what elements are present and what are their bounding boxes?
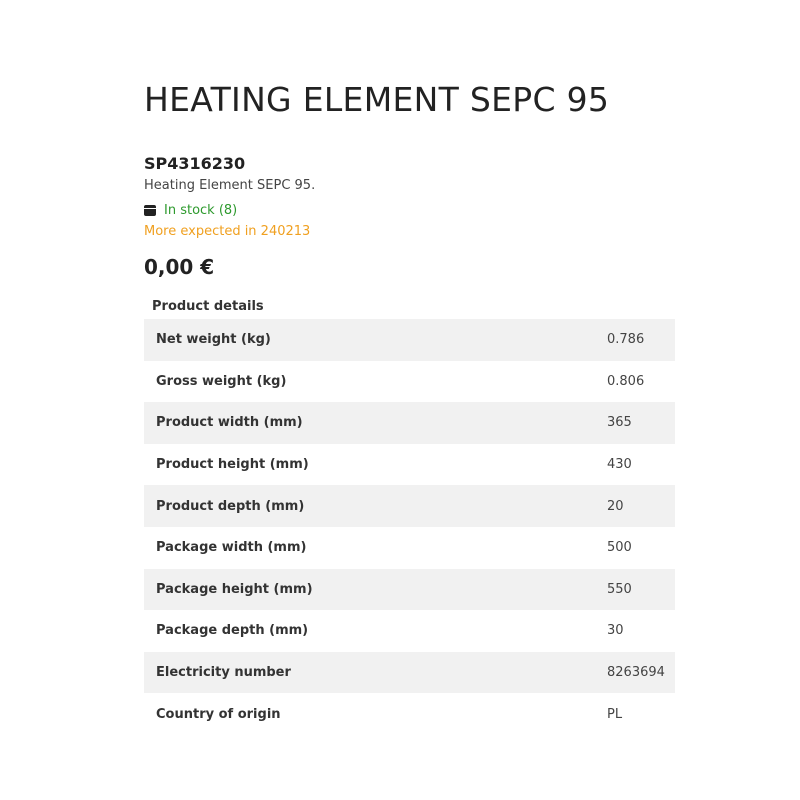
row-label: Gross weight (kg) <box>156 373 287 389</box>
stock-status: In stock (8) <box>144 203 237 218</box>
table-row: Gross weight (kg) 0.806 <box>144 361 675 403</box>
row-label: Net weight (kg) <box>156 332 271 348</box>
row-value: 20 <box>607 498 624 514</box>
row-label: Package depth (mm) <box>156 623 309 639</box>
row-value: 430 <box>607 457 632 473</box>
table-row: Product width (mm) 365 <box>144 402 675 444</box>
row-label: Product depth (mm) <box>156 498 305 514</box>
row-label: Package width (mm) <box>156 540 307 556</box>
details-heading: Product details <box>152 299 264 314</box>
row-label: Package height (mm) <box>156 581 313 597</box>
row-label: Electricity number <box>156 665 291 681</box>
table-row: Product height (mm) 430 <box>144 444 675 486</box>
table-row: Net weight (kg) 0.786 <box>144 319 675 361</box>
product-description: Heating Element SEPC 95. <box>144 178 316 193</box>
row-value: 0.786 <box>607 332 645 348</box>
row-value: 30 <box>607 623 624 639</box>
row-value: 365 <box>607 415 632 431</box>
page-title: HEATING ELEMENT SEPC 95 <box>144 80 610 119</box>
row-label: Product height (mm) <box>156 457 309 473</box>
box-icon <box>144 205 156 216</box>
stock-text: In stock (8) <box>164 203 238 218</box>
table-row: Product depth (mm) 20 <box>144 485 675 527</box>
table-row: Package width (mm) 500 <box>144 527 675 569</box>
row-value: 500 <box>607 540 632 556</box>
table-row: Electricity number 8263694 <box>144 651 675 694</box>
row-value: PL <box>607 706 623 722</box>
row-label: Country of origin <box>156 706 281 722</box>
details-table: Net weight (kg) 0.786 Gross weight (kg) 0.8… <box>144 319 675 735</box>
product-sku: SP4316230 <box>144 154 246 173</box>
expected-delivery: More expected in 240213 <box>144 224 311 239</box>
table-row: Package depth (mm) 30 <box>144 610 675 652</box>
row-value: 8263694 <box>607 665 665 681</box>
product-price: 0,00 € <box>144 255 215 279</box>
table-row: Country of origin PL <box>144 693 675 735</box>
row-label: Product width (mm) <box>156 415 303 431</box>
table-row: Package height (mm) 550 <box>144 568 675 611</box>
row-value: 550 <box>607 581 632 597</box>
row-value: 0.806 <box>607 373 645 389</box>
